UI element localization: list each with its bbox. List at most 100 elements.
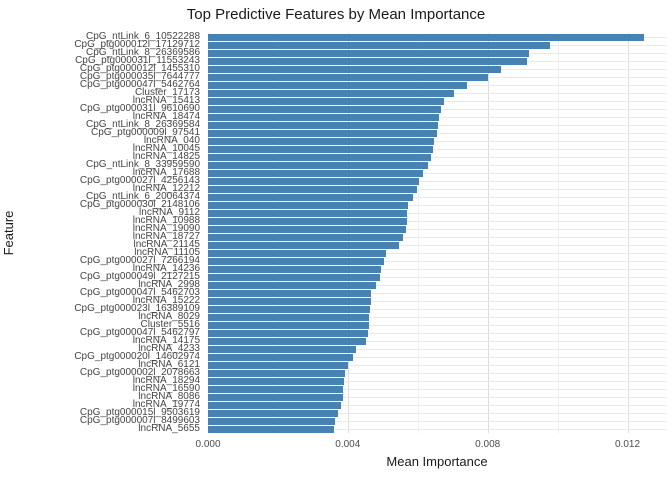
bar	[208, 426, 335, 433]
bar	[208, 378, 344, 385]
gridline-minor	[557, 33, 559, 433]
gridline-horizontal	[208, 341, 666, 342]
bar	[208, 386, 344, 393]
plot-panel	[208, 33, 666, 433]
x-tick-label: 0.012	[614, 439, 641, 450]
gridline-horizontal	[208, 325, 666, 326]
bar	[208, 298, 371, 305]
y-tick-label: lncRNA_4233	[138, 343, 200, 354]
y-tick-label: CpG_ptg000012l_1455310	[79, 63, 200, 74]
y-tick-label: CpG_ntLink_6_10522288	[86, 31, 200, 42]
gridline-major	[347, 33, 349, 433]
y-tick-label: lncRNA_14236	[132, 263, 200, 274]
y-tick-label: CpG_ptg000049l_2127215	[79, 271, 200, 282]
y-tick-label: CpG_ptg000035l_7644777	[79, 71, 200, 82]
y-tick-label: CpG_ntLink_8_33959590	[86, 159, 200, 170]
gridline-horizontal	[208, 221, 666, 222]
bar	[208, 82, 467, 89]
gridline-horizontal	[208, 205, 666, 206]
gridline-horizontal	[208, 229, 666, 230]
y-tick-label: CpG_ptg000030l_2148106	[79, 199, 200, 210]
gridline-horizontal	[208, 357, 666, 358]
y-tick-label: CpG_ptg000015l_9503619	[79, 407, 200, 418]
gridline-horizontal	[208, 373, 666, 374]
bar	[208, 170, 424, 177]
gridline-horizontal	[208, 237, 666, 238]
y-tick-label: Cluster_5516	[140, 319, 200, 330]
y-tick-label: CpG_ntLink_8_26369586	[86, 47, 200, 58]
y-axis-label: Feature	[1, 210, 16, 256]
gridline-horizontal	[208, 397, 666, 398]
gridline-horizontal	[208, 317, 666, 318]
gridline-horizontal	[208, 157, 666, 158]
gridline-horizontal	[208, 165, 666, 166]
bar	[208, 322, 369, 329]
bar	[208, 370, 346, 377]
gridline-major	[208, 33, 209, 433]
bar	[208, 162, 428, 169]
gridline-horizontal	[208, 333, 666, 334]
bar	[208, 218, 407, 225]
y-tick-label: CpG_ptg000020l_14602974	[74, 351, 200, 362]
bar	[208, 250, 387, 257]
gridline-horizontal	[208, 277, 666, 278]
y-tick-label: lncRNA_16590	[132, 383, 200, 394]
gridline-horizontal	[208, 181, 666, 182]
bar	[208, 306, 370, 313]
x-axis-label: Mean Importance	[386, 454, 488, 469]
bar	[208, 354, 354, 361]
gridline-horizontal	[208, 133, 666, 134]
gridline-horizontal	[208, 309, 666, 310]
y-tick-label: lncRNA_21145	[133, 239, 200, 250]
bar	[208, 106, 441, 113]
gridline-horizontal	[208, 413, 666, 414]
y-tick-label: lncRNA_11105	[134, 247, 200, 258]
bar	[208, 234, 404, 241]
gridline-horizontal	[208, 213, 666, 214]
y-tick-label: CpG_ntLink_6_20064374	[86, 191, 200, 202]
bar	[208, 42, 550, 49]
gridline-horizontal	[208, 245, 666, 246]
gridline-horizontal	[208, 269, 666, 270]
bar	[208, 346, 357, 353]
bar	[208, 410, 339, 417]
bar	[208, 122, 438, 129]
y-tick-label: lncRNA_18727	[132, 231, 200, 242]
gridline-horizontal	[208, 381, 666, 382]
bar	[208, 418, 336, 425]
gridline-major	[627, 33, 629, 433]
gridline-horizontal	[208, 405, 666, 406]
bar	[208, 90, 454, 97]
gridline-horizontal	[208, 429, 666, 430]
bar	[208, 34, 644, 41]
bar	[208, 114, 439, 121]
bar	[208, 402, 341, 409]
gridline-horizontal	[208, 149, 666, 150]
y-tick-label: CpG_ptg000027l_7266194	[79, 255, 200, 266]
y-tick-label: lncRNA_19090	[132, 223, 200, 234]
y-tick-label: lncRNA_10988	[132, 215, 200, 226]
y-tick-label: CpG_ptg000047l_5462764	[79, 79, 200, 90]
bar	[208, 314, 369, 321]
bar	[208, 258, 384, 265]
y-tick-label: CpG_ntLink_8_26369584	[86, 119, 200, 130]
y-tick-label: CpG_ptg000047l_5462703	[79, 287, 200, 298]
gridline-horizontal	[208, 349, 666, 350]
bar	[208, 202, 408, 209]
bar	[208, 66, 501, 73]
y-tick-label: lncRNA_9112	[139, 207, 200, 218]
gridline-horizontal	[208, 189, 666, 190]
bar	[208, 330, 368, 337]
gridline-major	[487, 33, 489, 433]
y-tick-label: CpG_ptg000031l_9610690	[79, 103, 200, 114]
bar	[208, 146, 433, 153]
bar	[208, 154, 431, 161]
y-tick-label: lncRNA_19774	[132, 399, 200, 410]
gridline-minor	[277, 33, 279, 433]
y-tick-label: lncRNA_17688	[132, 167, 200, 178]
bar	[208, 362, 349, 369]
y-tick-label: lncRNA_040	[143, 135, 200, 146]
gridline-horizontal	[208, 253, 666, 254]
gridline-horizontal	[208, 173, 666, 174]
gridline-horizontal	[208, 285, 666, 286]
